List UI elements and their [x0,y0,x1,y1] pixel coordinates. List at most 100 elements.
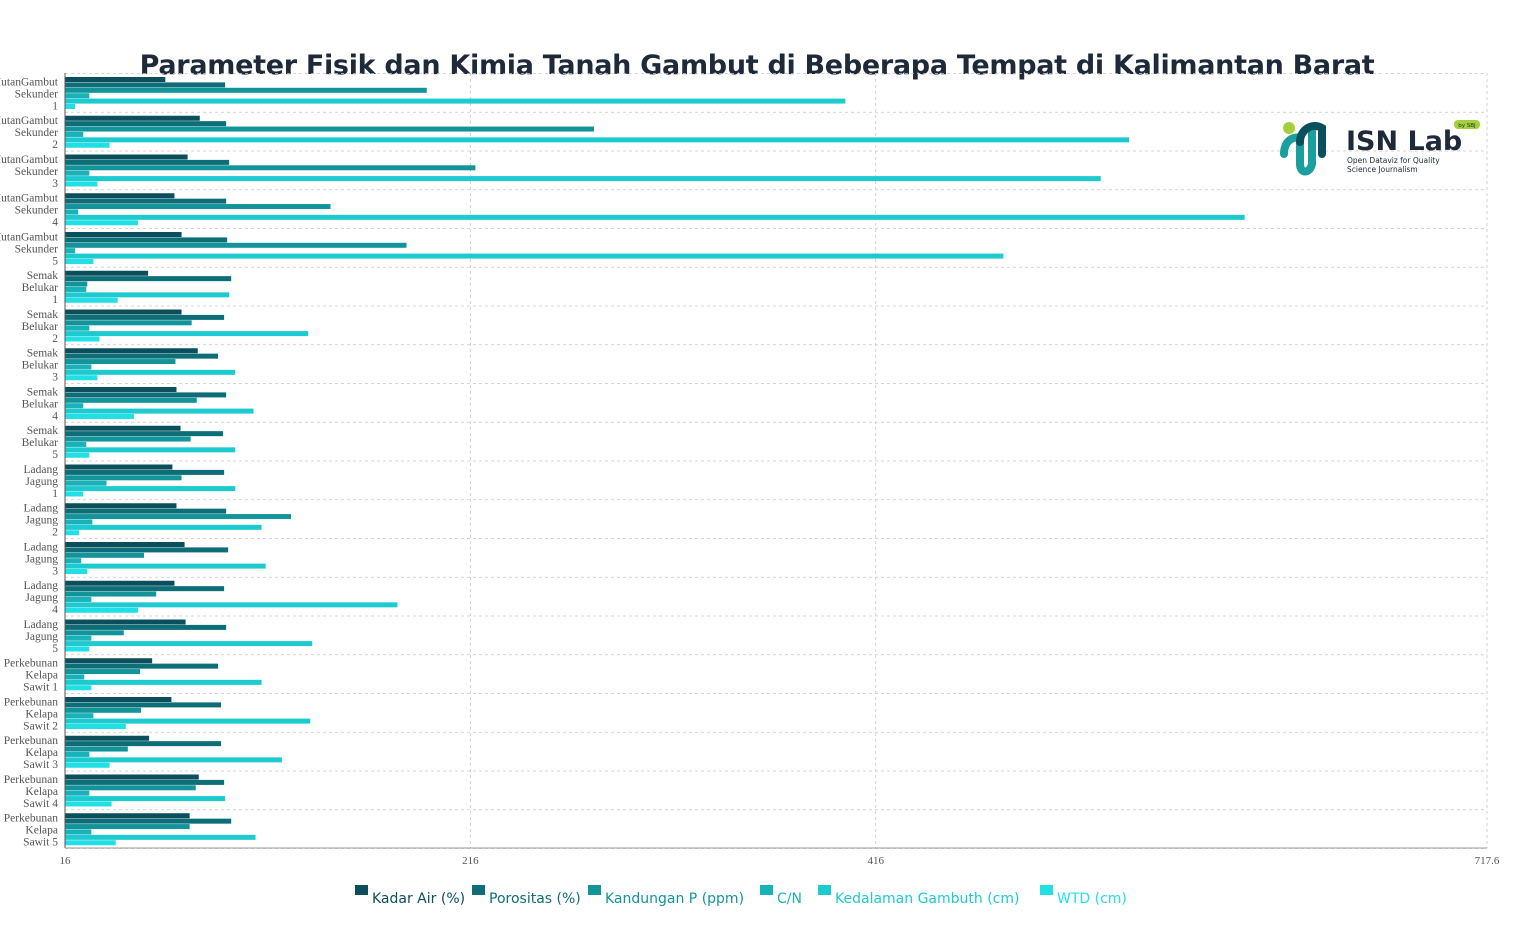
bar[interactable] [65,270,149,276]
bar[interactable] [65,519,93,525]
bar[interactable] [65,214,1245,220]
bar[interactable] [65,658,153,664]
bar[interactable] [65,542,185,547]
bar[interactable] [65,663,219,669]
bar[interactable] [65,142,110,148]
bar[interactable] [65,436,191,442]
bar[interactable] [65,309,182,315]
bar[interactable] [65,724,126,729]
bar[interactable] [65,232,182,237]
bar[interactable] [65,447,236,453]
bar[interactable] [65,813,190,819]
bar[interactable] [65,508,227,514]
bar[interactable] [65,635,92,641]
bar[interactable] [65,369,236,375]
legend-label[interactable]: Kadar Air (%) [372,891,465,907]
bar[interactable] [65,707,142,713]
bar[interactable] [65,104,76,109]
bar[interactable] [65,181,98,187]
bar[interactable] [65,441,87,447]
bar[interactable] [65,790,90,796]
bar[interactable] [65,397,197,403]
bar[interactable] [65,685,92,691]
legend-label[interactable]: WTD (cm) [1057,891,1127,907]
bar[interactable] [65,414,134,419]
bar[interactable] [65,93,90,99]
bar[interactable] [65,431,224,437]
bar[interactable] [65,558,82,564]
bar[interactable] [65,159,230,165]
bar[interactable] [65,586,225,592]
bar[interactable] [65,353,219,359]
bar[interactable] [65,276,232,282]
bar[interactable] [65,718,311,724]
bar[interactable] [65,387,177,392]
bar[interactable] [65,286,87,292]
bar[interactable] [65,154,188,160]
bar[interactable] [65,530,80,536]
bar[interactable] [65,126,594,132]
bar[interactable] [65,741,222,747]
bar[interactable] [65,82,226,88]
bar[interactable] [65,375,98,381]
bar[interactable] [65,785,196,791]
bar[interactable] [65,524,262,530]
bar[interactable] [65,774,199,780]
bar[interactable] [65,131,84,137]
bar[interactable] [65,348,198,354]
bar[interactable] [65,98,846,104]
bar[interactable] [65,697,172,702]
bar[interactable] [65,480,107,486]
bar[interactable] [65,314,225,320]
bar[interactable] [65,824,190,830]
bar[interactable] [65,115,200,121]
bar[interactable] [65,630,124,636]
bar[interactable] [65,818,232,824]
bar[interactable] [65,165,476,171]
bar[interactable] [65,281,88,287]
bar[interactable] [65,364,92,370]
legend-label[interactable]: Porositas (%) [489,891,581,907]
bar[interactable] [65,746,128,752]
bar[interactable] [65,514,291,520]
bar[interactable] [65,464,173,470]
bar[interactable] [65,248,76,254]
bar[interactable] [65,237,228,243]
bar[interactable] [65,403,84,409]
bar[interactable] [65,475,182,481]
bar[interactable] [65,801,112,807]
bar[interactable] [65,425,181,431]
bar[interactable] [65,220,138,226]
bar[interactable] [65,121,227,127]
bar[interactable] [65,735,150,741]
bar[interactable] [65,552,145,558]
bar[interactable] [65,176,1101,182]
bar[interactable] [65,253,1004,259]
bar[interactable] [65,757,282,763]
bar[interactable] [65,591,157,597]
bar[interactable] [65,779,225,785]
bar[interactable] [65,669,140,675]
bar[interactable] [65,469,225,475]
bar[interactable] [65,569,88,574]
bar[interactable] [65,607,138,613]
bar[interactable] [65,602,398,608]
bar[interactable] [65,359,176,365]
bar[interactable] [65,762,110,768]
bar[interactable] [65,834,256,840]
bar[interactable] [65,392,227,398]
bar[interactable] [65,702,222,708]
bar[interactable] [65,679,262,685]
bar[interactable] [65,170,90,176]
legend-label[interactable]: Kandungan P (ppm) [605,891,744,907]
bar[interactable] [65,713,94,719]
bar[interactable] [65,840,116,846]
bar[interactable] [65,325,90,331]
bar[interactable] [65,198,227,204]
bar[interactable] [65,452,90,458]
bar[interactable] [65,547,229,553]
bar[interactable] [65,87,427,93]
bar[interactable] [65,624,227,630]
bar[interactable] [65,331,309,337]
bar[interactable] [65,674,85,680]
